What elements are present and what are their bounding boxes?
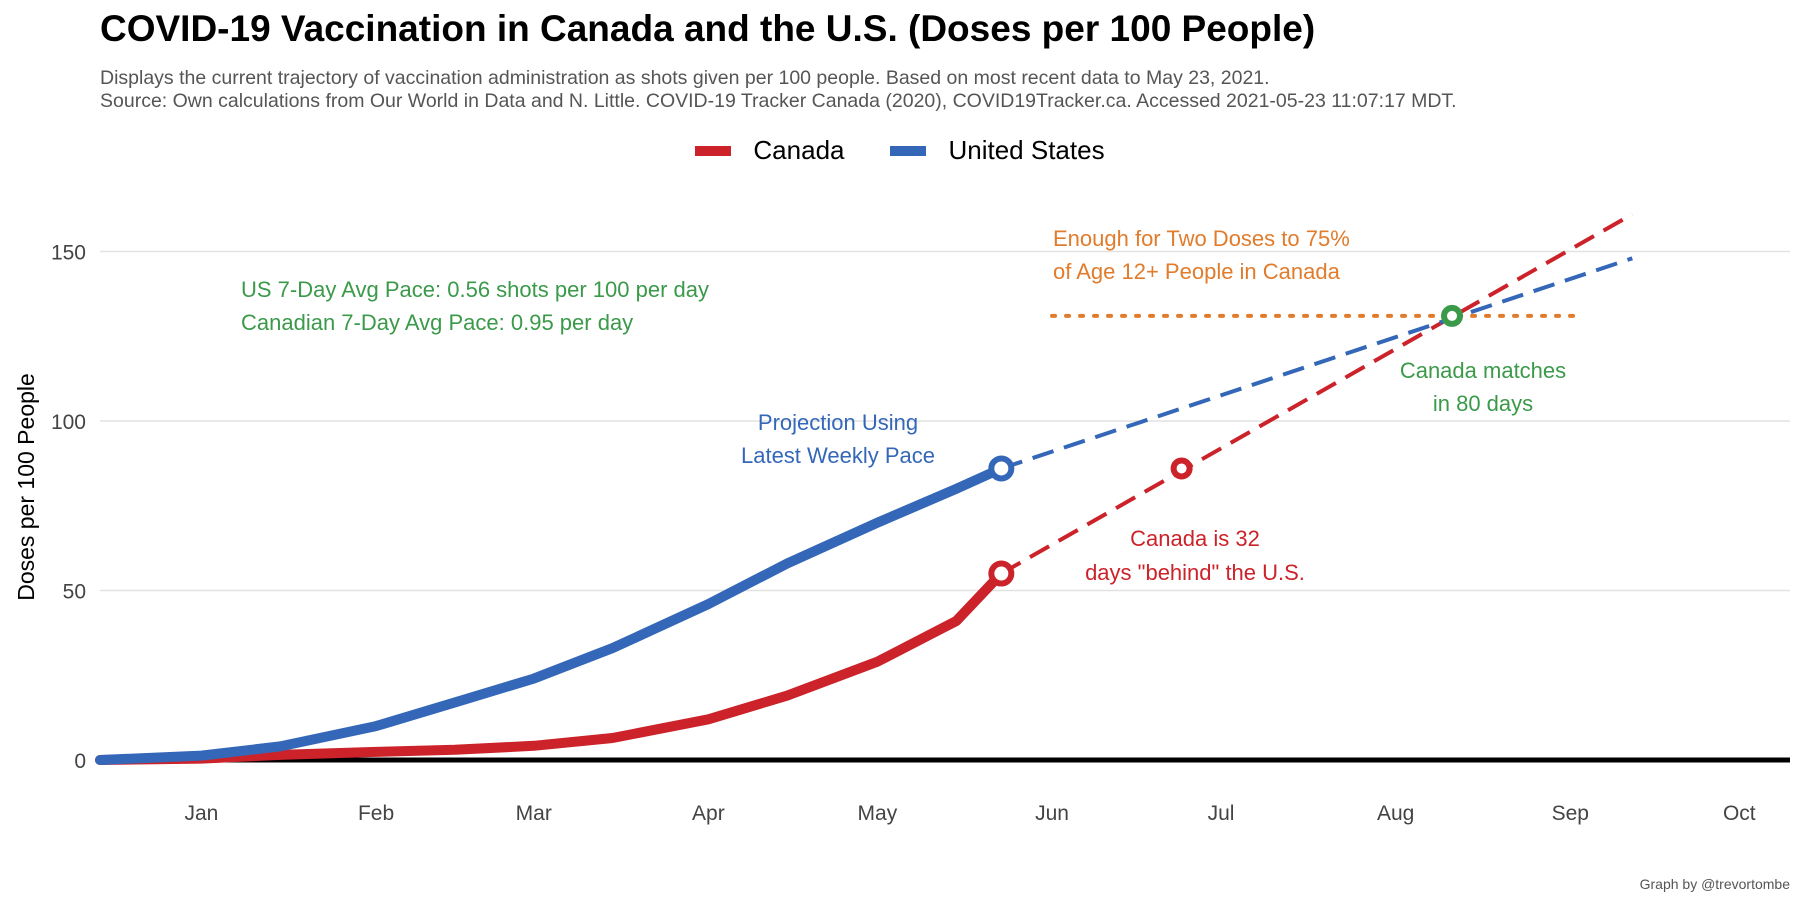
x-tick-label-apr: Apr xyxy=(692,802,725,825)
series-line-canada xyxy=(95,568,1007,765)
series-layer xyxy=(95,212,1634,765)
x-tick-label-sep: Sep xyxy=(1552,802,1589,825)
x-tick-label-aug: Aug xyxy=(1377,802,1414,825)
x-tick-label-may: May xyxy=(858,802,898,825)
marker-us-latest xyxy=(988,455,1015,482)
projection-line-us xyxy=(1000,256,1633,471)
x-tick-label-oct: Oct xyxy=(1723,802,1756,825)
matches-annotation-line-1: Canada matches xyxy=(1400,358,1566,383)
marker-layer xyxy=(988,304,1463,587)
subtitle-line-1: Displays the current trajectory of vacci… xyxy=(100,67,1270,89)
chart-subtitle: Displays the current trajectory of vacci… xyxy=(100,67,1457,113)
y-tick-label-50: 50 xyxy=(63,581,86,604)
pace-annotation-canada: Canadian 7-Day Avg Pace: 0.95 per day xyxy=(241,310,633,335)
projection-line-canada xyxy=(1000,212,1634,576)
x-tick-label-jun: Jun xyxy=(1035,802,1069,825)
projection-annotation-line-2: Latest Weekly Pace xyxy=(741,443,935,468)
y-axis-title: Doses per 100 People xyxy=(13,373,39,601)
legend-swatch-canada xyxy=(695,145,732,156)
matches-annotation-line-2: in 80 days xyxy=(1433,391,1533,416)
x-tick-label-feb: Feb xyxy=(358,802,394,825)
marker-canada-latest xyxy=(988,560,1015,587)
y-tick-label-0: 0 xyxy=(74,750,86,773)
target-annotation-line-1: Enough for Two Doses to 75% xyxy=(1053,226,1350,251)
legend-item-canada: Canada xyxy=(695,135,844,166)
legend-label-us: United States xyxy=(948,135,1105,165)
pace-annotation-us: US 7-Day Avg Pace: 0.56 shots per 100 pe… xyxy=(241,277,709,302)
x-tick-label-mar: Mar xyxy=(516,802,552,825)
projection-annotation-line-1: Projection Using xyxy=(758,410,918,435)
grid-layer: 0 50 100 150 Jan Feb Mar Apr May Jun Jul Aug Sep Oct xyxy=(51,242,1790,825)
legend-swatch-us xyxy=(890,145,927,156)
label-layer: Doses per 100 People US 7-Day Avg Pace: … xyxy=(13,226,1566,601)
behind-annotation-line-1: Canada is 32 xyxy=(1130,526,1260,551)
marker-crossover xyxy=(1441,304,1463,327)
legend-label-canada: Canada xyxy=(753,135,845,165)
y-tick-label-150: 150 xyxy=(51,242,86,265)
behind-annotation-line-2: days "behind" the U.S. xyxy=(1085,560,1305,585)
series-line-us xyxy=(95,463,1007,765)
x-tick-label-jan: Jan xyxy=(184,802,218,825)
target-annotation-line-2: of Age 12+ People in Canada xyxy=(1053,259,1341,284)
marker-canada-catchup xyxy=(1170,457,1193,480)
graph-credit: Graph by @trevortombe xyxy=(1639,876,1790,892)
y-tick-label-100: 100 xyxy=(51,411,86,434)
legend: Canada United States xyxy=(0,135,1800,166)
chart-title: COVID-19 Vaccination in Canada and the U… xyxy=(100,8,1316,49)
subtitle-line-2: Source: Own calculations from Our World … xyxy=(100,90,1457,112)
x-tick-label-jul: Jul xyxy=(1208,802,1235,825)
legend-item-us: United States xyxy=(890,135,1105,166)
